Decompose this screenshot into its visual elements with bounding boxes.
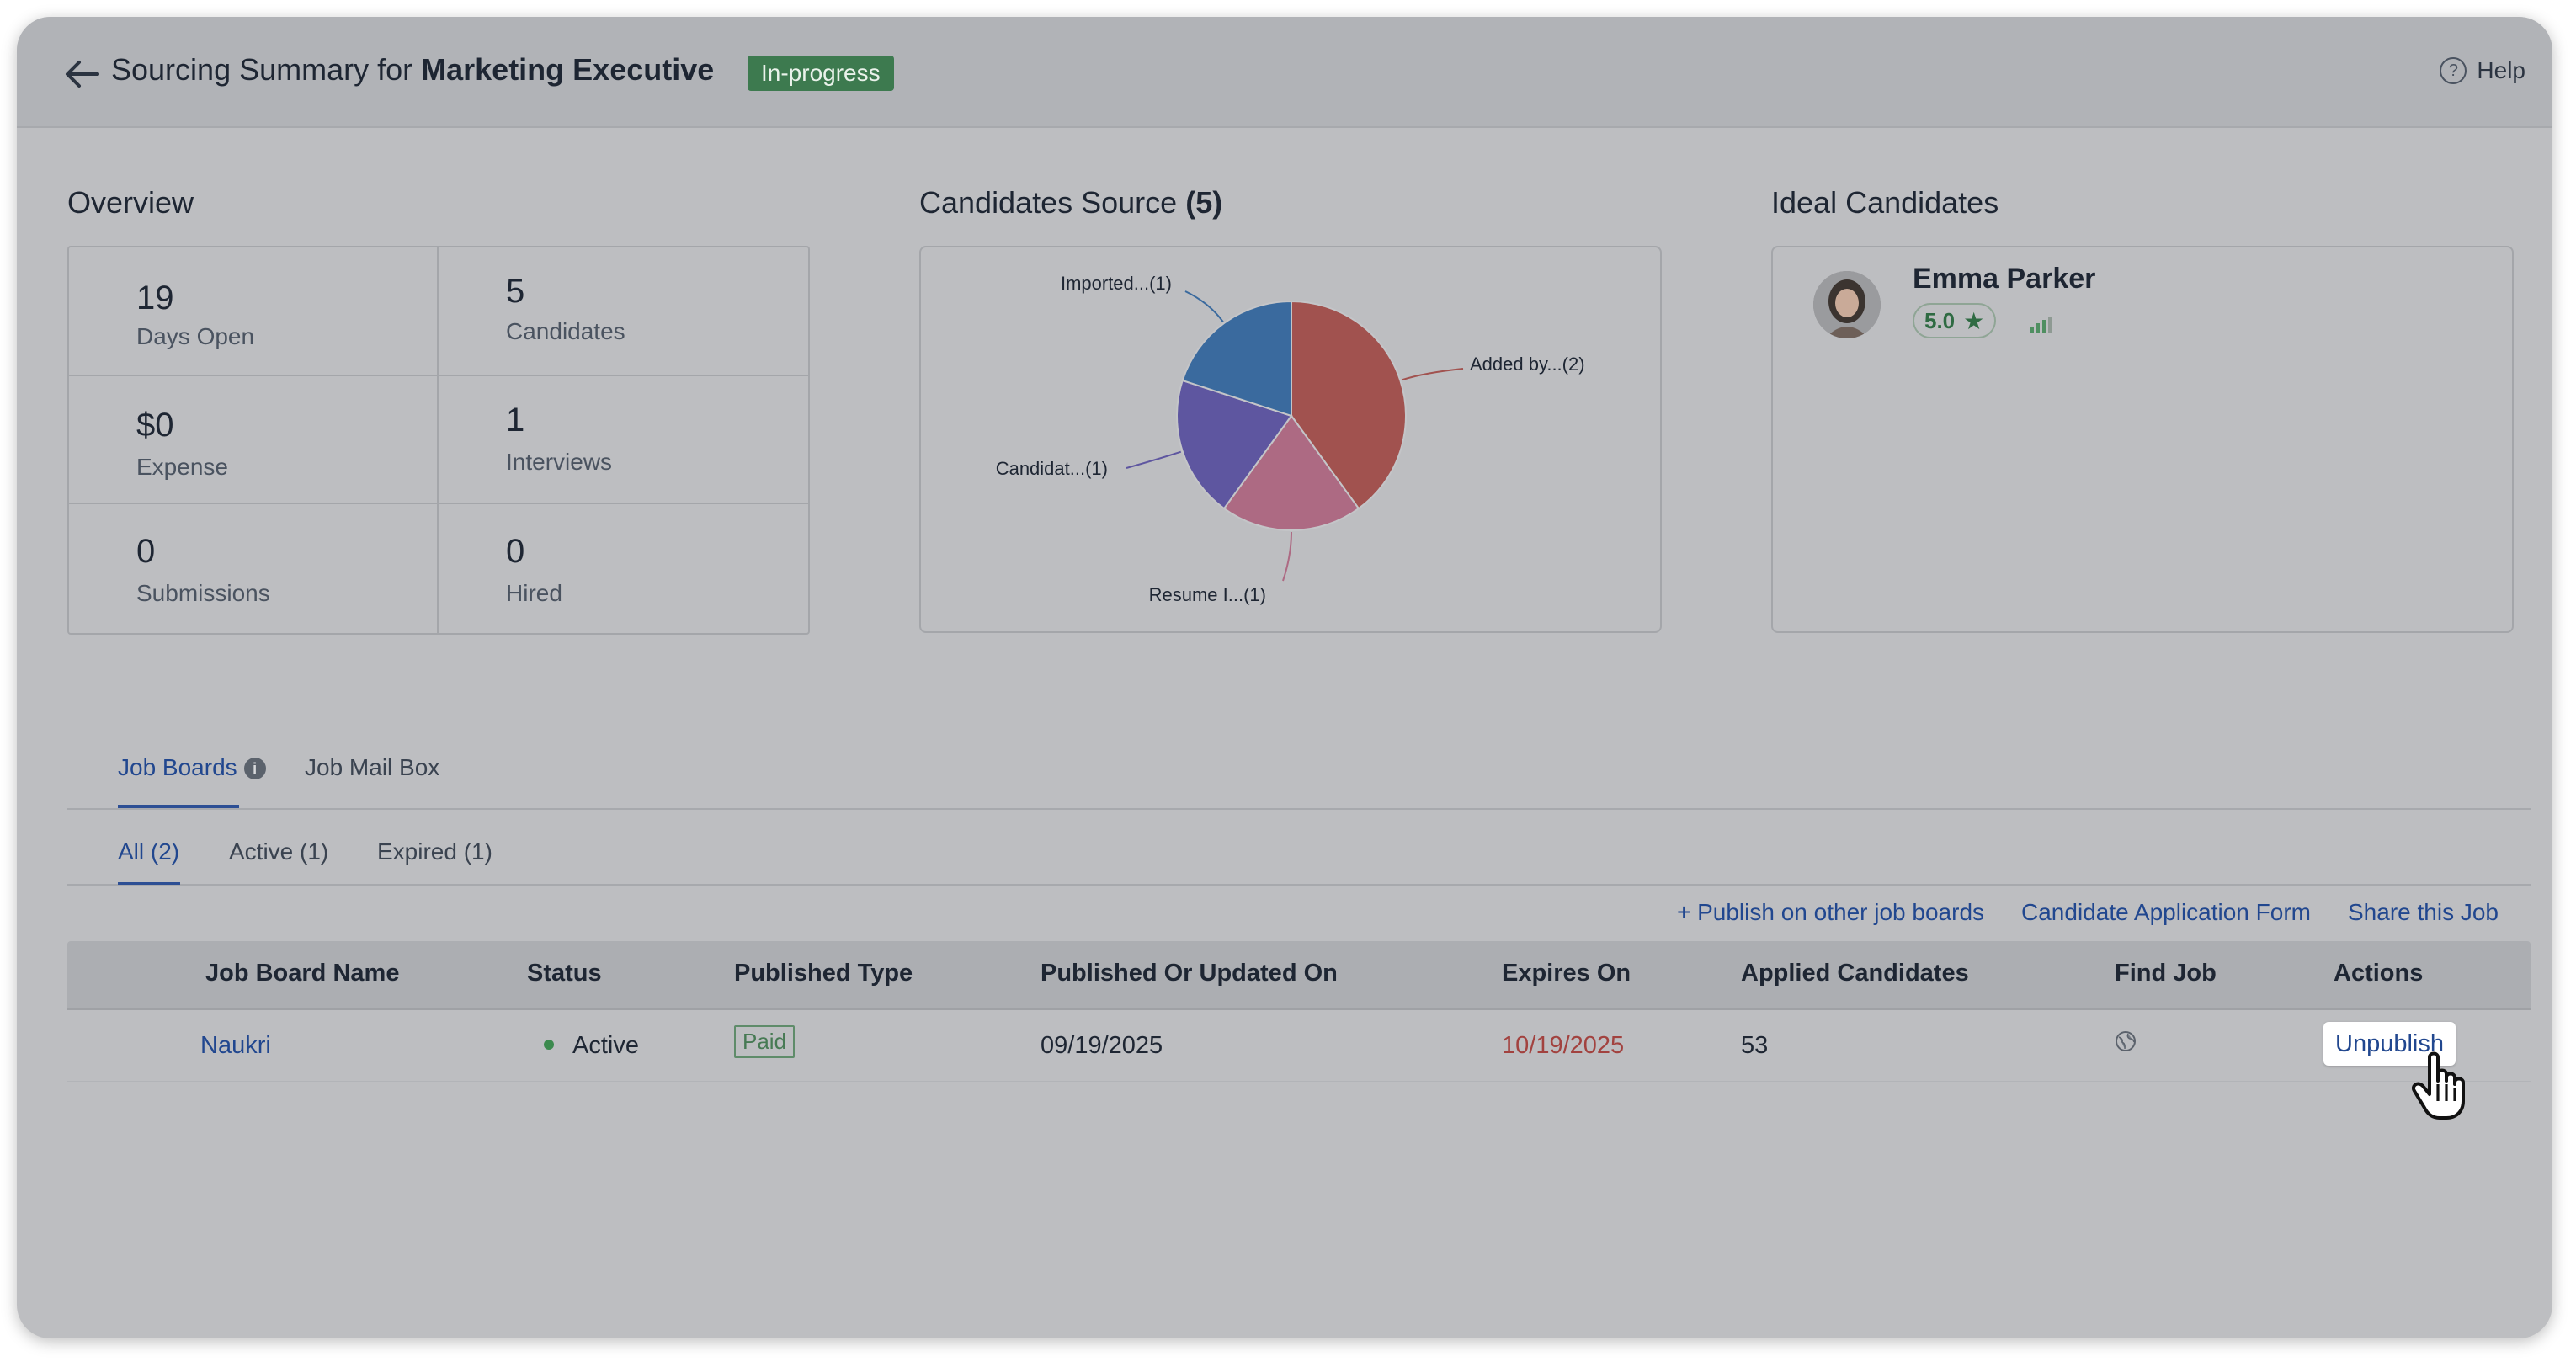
app-window: Sourcing Summary for Marketing Executive… <box>17 17 2552 1338</box>
applied-candidates-cell: 53 <box>1741 1032 1769 1059</box>
col-actions: Actions <box>2334 960 2424 987</box>
published-type-cell: Paid <box>734 1025 796 1058</box>
expires-on-cell: 10/19/2025 <box>1502 1032 1625 1059</box>
candidates-source-label: Candidates Source <box>919 185 1178 220</box>
overview-stats: 19 Days Open 5 Candidates $0 Expense 1 I… <box>67 246 810 635</box>
stat-interviews: 1 Interviews <box>439 376 808 505</box>
title-prefix: Sourcing Summary for <box>111 52 422 87</box>
stat-hired: 0 Hired <box>439 504 808 633</box>
candidates-source-title: Candidates Source (5) <box>919 185 1222 221</box>
avatar[interactable] <box>1813 271 1881 338</box>
tab-job-boards[interactable]: Job Boards i <box>118 754 266 781</box>
job-board-name-link[interactable]: Naukri <box>200 1032 271 1059</box>
candidates-source-count: (5) <box>1185 185 1223 220</box>
tab-job-boards-label: Job Boards <box>118 754 237 780</box>
pie-leader-line <box>1184 290 1224 322</box>
rating-badge: 5.0 ★ <box>1913 303 1997 338</box>
published-on-cell: 09/19/2025 <box>1041 1032 1163 1059</box>
globe-icon[interactable] <box>2115 1030 2137 1052</box>
pie-leader-line <box>1126 450 1182 469</box>
stat-value: 19 <box>136 279 174 317</box>
stat-value: 5 <box>506 273 525 310</box>
stat-label: Submissions <box>136 580 270 607</box>
avatar-portrait-icon <box>1813 271 1881 338</box>
filter-active[interactable]: Active (1) <box>229 838 329 865</box>
stat-submissions: 0 Submissions <box>69 504 439 633</box>
ideal-candidates-title: Ideal Candidates <box>1771 185 1999 220</box>
stat-label: Expense <box>136 453 228 480</box>
info-icon[interactable]: i <box>243 758 266 779</box>
pie-leader-line <box>1401 368 1464 381</box>
status-badge: In-progress <box>748 56 894 91</box>
table-row: Naukri Active Paid 09/19/2025 10/19/2025… <box>67 1010 2531 1082</box>
pie-slice-label: Imported...(1) <box>1061 273 1172 294</box>
col-find-job[interactable]: Find Job <box>2115 960 2217 987</box>
status-dot-icon <box>544 1040 554 1050</box>
candidate-application-form-link[interactable]: Candidate Application Form <box>2021 899 2311 925</box>
candidate-name[interactable]: Emma Parker <box>1913 263 2096 295</box>
table-header: Job Board Name Status Published Type Pub… <box>67 941 2531 1010</box>
share-job-link[interactable]: Share this Job <box>2348 899 2499 925</box>
stat-value: 1 <box>506 401 525 439</box>
help-label: Help <box>2477 57 2525 83</box>
status-filter-tabs: All (2) Active (1) Expired (1) <box>67 808 2531 886</box>
stat-days-open: 19 Days Open <box>69 247 439 376</box>
col-published-on[interactable]: Published Or Updated On <box>1041 960 1338 987</box>
pie-leader-line <box>1282 531 1292 582</box>
pie-chart: Added by...(2) Resume I...(1) Candidat...(… <box>996 273 1585 605</box>
stat-expense: $0 Expense <box>69 375 439 505</box>
stat-value: 0 <box>136 533 156 571</box>
rating-value: 5.0 <box>1924 307 1956 333</box>
publish-other-boards-link[interactable]: + Publish on other job boards <box>1676 899 1985 925</box>
pie-slice[interactable] <box>1222 414 1360 531</box>
pie-slice[interactable] <box>1291 300 1407 510</box>
pie-slice-label: Added by...(2) <box>1470 354 1585 375</box>
col-job-board-name[interactable]: Job Board Name <box>205 960 400 987</box>
ideal-candidates-card: Emma Parker 5.0 ★ <box>1771 246 2514 633</box>
paid-badge: Paid <box>734 1025 796 1058</box>
help-icon: ? <box>2440 57 2467 84</box>
help-button[interactable]: ? Help <box>2440 57 2525 84</box>
stat-label: Hired <box>506 580 562 607</box>
hand-pointer-cursor-icon <box>2412 1051 2465 1120</box>
status-text: Active <box>572 1032 639 1059</box>
star-icon: ★ <box>1963 307 1985 334</box>
pie-slice-label: Candidat...(1) <box>996 458 1108 479</box>
find-job-cell <box>2115 1030 2137 1059</box>
overview-title: Overview <box>67 185 194 220</box>
candidates-source-card: Added by...(2) Resume I...(1) Candidat...(… <box>919 246 1662 633</box>
stat-value: 0 <box>506 533 525 571</box>
col-published-type[interactable]: Published Type <box>734 960 913 987</box>
tab-job-mail-box[interactable]: Job Mail Box <box>305 754 440 780</box>
stat-value: $0 <box>136 406 174 444</box>
filter-all[interactable]: All (2) <box>118 838 180 865</box>
job-action-links: + Publish on other job boards Candidate … <box>1677 899 2499 926</box>
back-arrow-icon[interactable] <box>64 59 101 89</box>
active-tab-indicator <box>118 805 239 808</box>
col-status[interactable]: Status <box>527 960 602 987</box>
stat-label: Days Open <box>136 323 255 349</box>
col-applied-candidates[interactable]: Applied Candidates <box>1741 960 1969 987</box>
title-job-name: Marketing Executive <box>421 52 715 87</box>
job-boards-table: Job Board Name Status Published Type Pub… <box>67 941 2531 1082</box>
status-cell: Active <box>544 1032 639 1060</box>
page-title: Sourcing Summary for Marketing Executive <box>111 52 714 88</box>
main-tabs: Job Boards i Job Mail Box <box>67 724 2531 810</box>
col-expires-on[interactable]: Expires On <box>1502 960 1631 987</box>
page-header: Sourcing Summary for Marketing Executive… <box>17 17 2552 128</box>
active-filter-indicator <box>118 882 180 885</box>
stat-label: Candidates <box>506 318 625 344</box>
pie-slice[interactable] <box>1176 379 1293 510</box>
pie-slice-label: Resume I...(1) <box>1149 584 1266 605</box>
filter-expired[interactable]: Expired (1) <box>377 838 492 865</box>
stat-candidates: 5 Candidates <box>439 247 808 376</box>
pie-slice[interactable] <box>1181 300 1292 418</box>
signal-bars-icon <box>2030 317 2052 333</box>
stat-label: Interviews <box>506 448 613 475</box>
